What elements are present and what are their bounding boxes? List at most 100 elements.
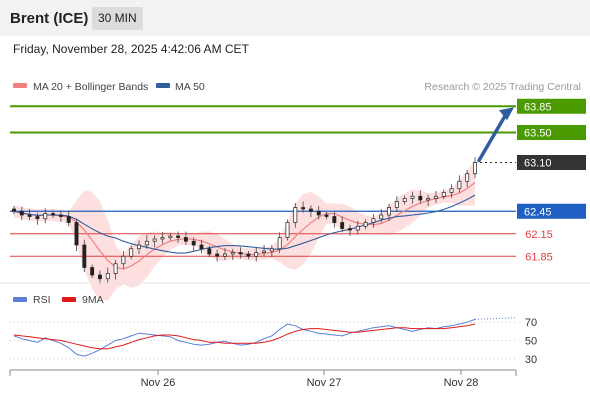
candle-body [160, 237, 165, 240]
x-tick-label: Nov 28 [444, 377, 479, 389]
candle [285, 219, 290, 241]
candle-body [58, 214, 63, 217]
ma20-legend-swatch [13, 83, 27, 88]
candle-body [371, 218, 376, 223]
rsi-line [13, 318, 476, 357]
candle [363, 219, 368, 230]
candle [191, 237, 196, 251]
candle [379, 209, 384, 223]
candle [465, 170, 470, 188]
candle-body [402, 198, 407, 202]
candle [129, 245, 134, 260]
target-arrow-head [499, 107, 514, 121]
candle-body [293, 207, 298, 223]
level-label-text: 63.50 [524, 128, 552, 140]
candle [433, 191, 438, 203]
candle-body [246, 253, 251, 257]
candle-body [262, 250, 266, 253]
level-label-62.15: 62.15 [525, 229, 553, 241]
candle [51, 210, 56, 218]
candle [269, 245, 274, 257]
timestamp: Friday, November 28, 2025 4:42:06 AM CET [13, 42, 249, 56]
candle [441, 189, 446, 200]
candle-body [277, 237, 282, 250]
candle-body [113, 263, 118, 274]
candle [137, 240, 141, 254]
candle [426, 194, 431, 206]
candle-body [285, 222, 290, 238]
candle-body [316, 210, 321, 216]
candle [371, 214, 376, 228]
candle [90, 264, 95, 278]
candle-body [308, 208, 313, 212]
candle-body [137, 244, 141, 250]
candle-body [199, 244, 204, 250]
candle-body [426, 198, 431, 201]
candle-body [35, 216, 40, 220]
candle-body [473, 162, 477, 175]
candles-layer [12, 157, 477, 284]
bollinger-layer [14, 159, 475, 301]
candle [246, 251, 251, 260]
header: Brent (ICE) 30 MIN [0, 0, 590, 36]
candle-body [355, 225, 360, 231]
candle [27, 209, 32, 221]
rsi-layer: 70 50 30 [10, 317, 537, 366]
ma50-legend-swatch [156, 83, 170, 88]
candle [113, 260, 118, 280]
candle [473, 157, 477, 179]
candle-body [66, 216, 71, 223]
candle-body [394, 201, 399, 208]
candle [316, 206, 321, 220]
candle-body [348, 228, 352, 231]
rsi-projection [474, 317, 517, 320]
x-tick-label: Nov 27 [307, 377, 342, 389]
candle-body [152, 238, 157, 242]
candle-body [379, 214, 384, 220]
level-label-text: 63.85 [524, 101, 552, 113]
candle-body [254, 252, 259, 257]
rsi-ma-legend-label: 9MA [82, 294, 104, 306]
rsi-legend-swatch [13, 297, 27, 302]
candle-body [121, 255, 126, 265]
level-label-text: 62.45 [524, 206, 552, 218]
credit-text: Research © 2025 Trading Central [424, 81, 581, 93]
candle [449, 184, 454, 198]
candle [215, 249, 220, 262]
candle-body [90, 267, 95, 276]
level-label-text: 62.15 [525, 229, 553, 241]
candle-body [332, 216, 337, 223]
candle [82, 239, 87, 272]
candle [183, 231, 188, 245]
candle [410, 191, 415, 204]
candle-body [465, 173, 470, 182]
timeframe-badge[interactable]: 30 MIN [92, 7, 143, 30]
candle-body [19, 210, 24, 216]
candle-body [97, 274, 102, 280]
target-arrow-shaft [477, 112, 508, 163]
rsi-tick-label: 50 [525, 336, 537, 348]
candle [160, 232, 165, 244]
candle [402, 195, 407, 205]
candle-body [168, 235, 173, 238]
candle-body [74, 222, 79, 246]
candle-body [144, 240, 149, 246]
level-label-box [517, 125, 586, 140]
ma50-line [13, 194, 476, 254]
candle-body [433, 195, 438, 199]
level-label-box [517, 98, 586, 114]
candle-body [105, 273, 110, 280]
level-label-62.45: 62.45 [517, 203, 586, 219]
level-label-61.85: 61.85 [525, 251, 553, 263]
candle [223, 248, 227, 260]
candle-body [191, 240, 196, 246]
levels-layer [10, 105, 516, 257]
moving-averages-layer [13, 182, 476, 270]
candle [418, 190, 423, 204]
candle-body [441, 192, 446, 197]
candle [238, 247, 243, 259]
candle [340, 216, 345, 233]
level-label-box [517, 203, 586, 219]
candle [293, 203, 298, 228]
